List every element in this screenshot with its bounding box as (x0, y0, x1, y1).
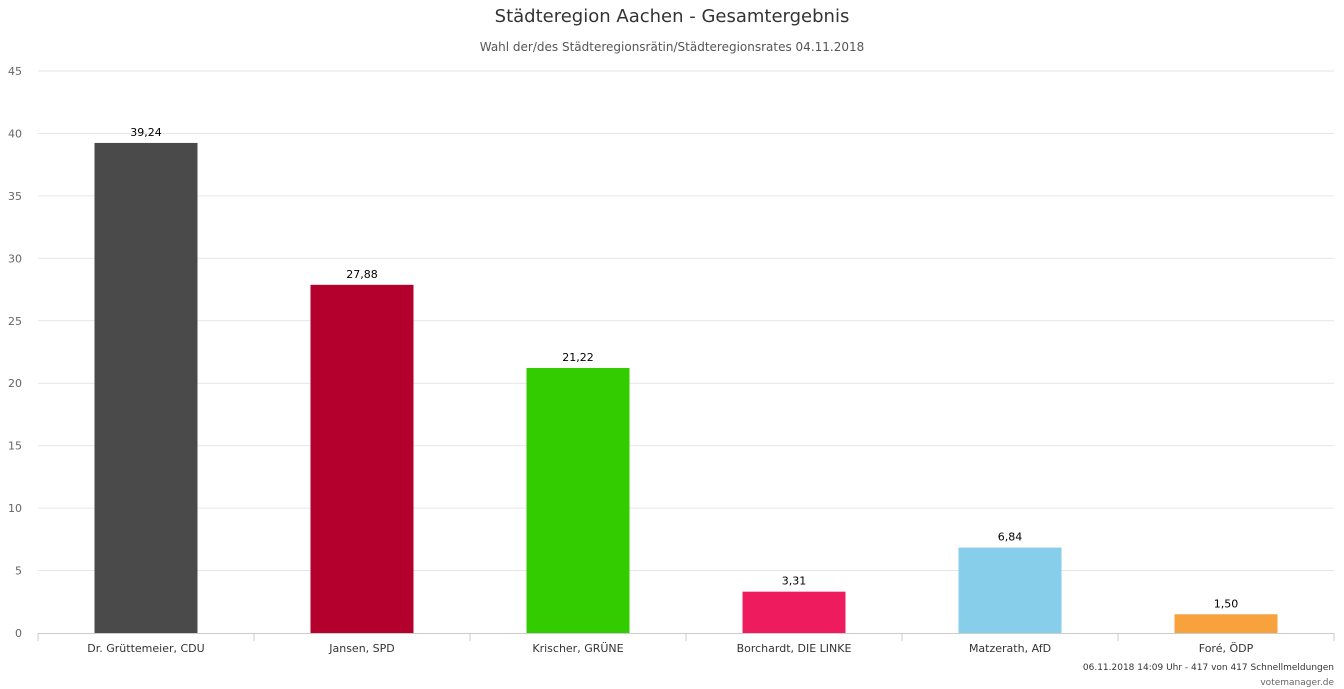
y-tick-label: 40 (8, 127, 22, 140)
y-tick-label: 0 (15, 627, 22, 640)
y-tick-label: 20 (8, 377, 22, 390)
credit-source: votemanager.de (1260, 678, 1334, 688)
data-label: 1,50 (1214, 597, 1239, 610)
chart-subtitle: Wahl der/des Städteregionsrätin/Städtere… (479, 40, 865, 54)
x-tick-label: Foré, ÖDP (1199, 642, 1254, 655)
bar (310, 284, 414, 633)
data-label: 6,84 (998, 531, 1023, 544)
x-tick-label: Dr. Grüttemeier, CDU (87, 642, 204, 655)
data-label: 39,24 (130, 126, 162, 139)
x-tick-label: Borchardt, DIE LINKE (737, 642, 852, 655)
y-tick-label: 35 (8, 190, 22, 203)
data-label: 21,22 (562, 351, 594, 364)
data-label: 27,88 (346, 268, 378, 281)
bar (742, 591, 846, 633)
bar (94, 142, 198, 633)
y-tick-label: 25 (8, 315, 22, 328)
bar (958, 547, 1062, 633)
y-tick-label: 30 (8, 252, 22, 265)
y-tick-label: 45 (8, 65, 22, 78)
x-tick-label: Jansen, SPD (328, 642, 395, 655)
y-tick-label: 10 (8, 502, 22, 515)
chart-title: Städteregion Aachen - Gesamtergebnis (494, 6, 850, 27)
bar (526, 367, 630, 633)
x-tick-label: Matzerath, AfD (969, 642, 1051, 655)
y-tick-label: 15 (8, 440, 22, 453)
x-tick-label: Krischer, GRÜNE (532, 642, 623, 655)
data-label: 3,31 (782, 575, 807, 588)
bar (1174, 614, 1278, 633)
y-tick-label: 5 (15, 565, 22, 578)
credit-timestamp: 06.11.2018 14:09 Uhr - 417 von 417 Schne… (1082, 663, 1334, 673)
